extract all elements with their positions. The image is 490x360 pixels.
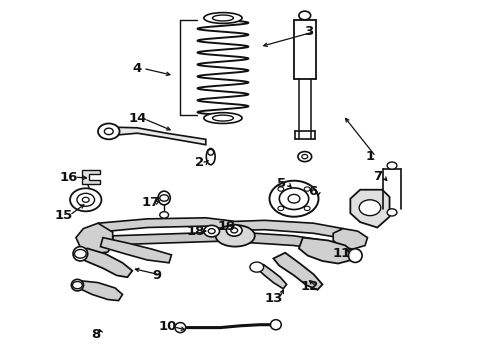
- Text: 5: 5: [277, 177, 286, 190]
- Polygon shape: [98, 218, 343, 238]
- Circle shape: [208, 229, 215, 234]
- Ellipse shape: [206, 149, 215, 165]
- Circle shape: [82, 197, 89, 202]
- Circle shape: [387, 162, 397, 169]
- Text: 3: 3: [304, 25, 313, 38]
- Text: 15: 15: [54, 209, 73, 222]
- Ellipse shape: [216, 225, 255, 247]
- Ellipse shape: [270, 320, 281, 330]
- Ellipse shape: [204, 113, 242, 123]
- Polygon shape: [76, 223, 113, 254]
- Polygon shape: [333, 229, 368, 249]
- Circle shape: [299, 11, 311, 20]
- Circle shape: [359, 200, 381, 216]
- Circle shape: [204, 225, 220, 237]
- Ellipse shape: [213, 15, 233, 21]
- Circle shape: [104, 128, 113, 135]
- Circle shape: [270, 181, 318, 217]
- Ellipse shape: [158, 191, 171, 205]
- Ellipse shape: [73, 247, 88, 261]
- Circle shape: [70, 188, 101, 211]
- Ellipse shape: [204, 13, 242, 23]
- Text: 11: 11: [333, 247, 351, 260]
- Circle shape: [231, 228, 238, 233]
- Polygon shape: [82, 170, 100, 184]
- Circle shape: [250, 262, 264, 272]
- Polygon shape: [78, 281, 122, 301]
- Polygon shape: [273, 253, 322, 290]
- Polygon shape: [78, 248, 132, 277]
- Circle shape: [302, 154, 308, 159]
- Text: 9: 9: [152, 269, 161, 282]
- Circle shape: [387, 209, 397, 216]
- Text: 4: 4: [133, 62, 142, 75]
- Polygon shape: [350, 190, 390, 228]
- Polygon shape: [258, 265, 287, 289]
- Circle shape: [77, 193, 95, 206]
- Text: 10: 10: [158, 320, 177, 333]
- Circle shape: [160, 195, 169, 201]
- Circle shape: [160, 212, 169, 218]
- Polygon shape: [113, 232, 328, 250]
- Polygon shape: [100, 238, 172, 263]
- Circle shape: [288, 194, 300, 203]
- Text: 16: 16: [59, 171, 78, 184]
- Text: 13: 13: [264, 292, 283, 305]
- Ellipse shape: [213, 115, 233, 121]
- Text: 7: 7: [373, 170, 382, 183]
- Text: 17: 17: [142, 196, 160, 209]
- Text: 14: 14: [129, 112, 147, 125]
- Circle shape: [304, 206, 310, 211]
- Text: 8: 8: [91, 328, 100, 341]
- Text: 12: 12: [301, 280, 319, 293]
- Circle shape: [73, 282, 82, 289]
- Circle shape: [279, 188, 309, 210]
- Ellipse shape: [72, 279, 83, 291]
- Circle shape: [298, 152, 312, 162]
- Circle shape: [278, 206, 284, 211]
- Text: 6: 6: [308, 185, 317, 198]
- Ellipse shape: [208, 149, 214, 155]
- Ellipse shape: [175, 323, 186, 333]
- Circle shape: [74, 249, 86, 258]
- Circle shape: [304, 187, 310, 191]
- Text: 18: 18: [187, 225, 205, 238]
- Circle shape: [226, 225, 242, 236]
- Polygon shape: [109, 127, 206, 145]
- Text: 1: 1: [366, 150, 374, 163]
- Polygon shape: [299, 238, 353, 264]
- Ellipse shape: [348, 249, 362, 262]
- Circle shape: [98, 123, 120, 139]
- Text: 2: 2: [196, 156, 204, 169]
- Circle shape: [278, 187, 284, 191]
- Text: 19: 19: [217, 220, 236, 233]
